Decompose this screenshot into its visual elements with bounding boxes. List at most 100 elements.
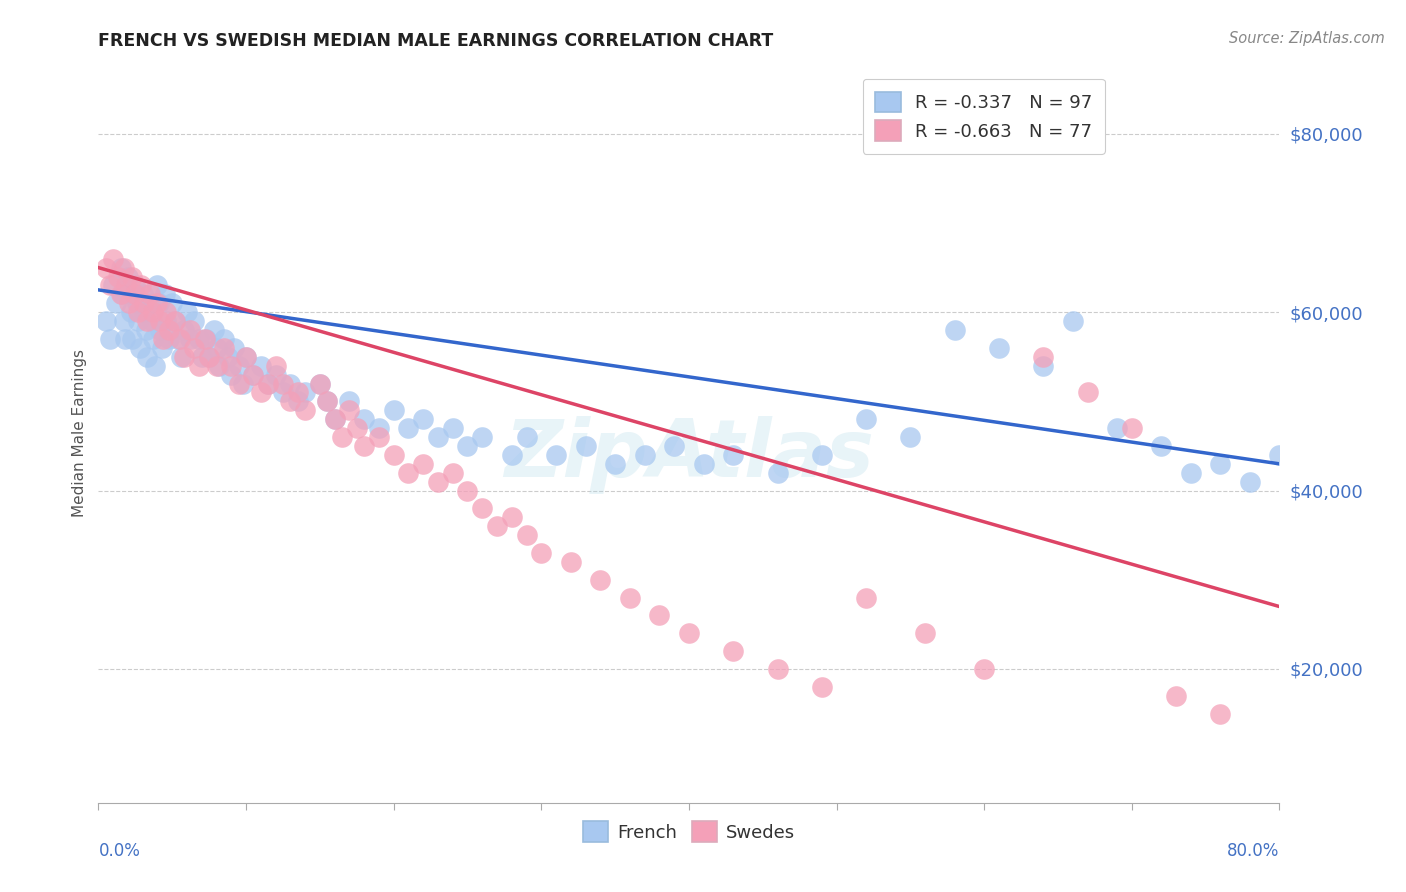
Point bbox=[1062, 314, 1084, 328]
Point bbox=[271, 385, 294, 400]
Point bbox=[103, 252, 125, 266]
Point bbox=[1209, 706, 1232, 721]
Point bbox=[98, 278, 121, 293]
Point bbox=[191, 350, 214, 364]
Point bbox=[169, 332, 191, 346]
Point bbox=[1209, 457, 1232, 471]
Point bbox=[353, 439, 375, 453]
Point bbox=[134, 305, 156, 319]
Point bbox=[142, 332, 165, 346]
Point bbox=[257, 376, 280, 391]
Point bbox=[271, 376, 294, 391]
Point bbox=[1268, 448, 1291, 462]
Point bbox=[157, 332, 180, 346]
Point bbox=[165, 314, 187, 328]
Point bbox=[179, 332, 201, 346]
Point bbox=[165, 314, 187, 328]
Point bbox=[112, 260, 135, 275]
Point bbox=[142, 305, 165, 319]
Point bbox=[167, 332, 190, 346]
Point bbox=[195, 332, 218, 346]
Point bbox=[194, 332, 217, 346]
Point bbox=[1077, 385, 1099, 400]
Point bbox=[619, 591, 641, 605]
Point bbox=[501, 510, 523, 524]
Point bbox=[162, 296, 183, 310]
Point bbox=[316, 394, 339, 409]
Point bbox=[382, 448, 405, 462]
Point bbox=[121, 269, 143, 284]
Point bbox=[471, 501, 494, 516]
Point bbox=[287, 385, 309, 400]
Point bbox=[132, 287, 155, 301]
Point bbox=[257, 376, 280, 391]
Point bbox=[309, 376, 332, 391]
Point bbox=[135, 323, 157, 337]
Point bbox=[382, 403, 405, 417]
Point bbox=[112, 314, 135, 328]
Point bbox=[221, 359, 243, 373]
Point bbox=[176, 305, 198, 319]
Point bbox=[155, 305, 177, 319]
Point bbox=[235, 350, 257, 364]
Point bbox=[149, 323, 172, 337]
Point bbox=[173, 323, 195, 337]
Point bbox=[634, 448, 657, 462]
Text: 0.0%: 0.0% bbox=[98, 842, 141, 860]
Point bbox=[136, 350, 159, 364]
Point bbox=[202, 323, 225, 337]
Point bbox=[183, 314, 205, 328]
Point bbox=[323, 412, 346, 426]
Point bbox=[235, 350, 257, 364]
Point bbox=[648, 608, 671, 623]
Point bbox=[155, 314, 177, 328]
Point bbox=[228, 376, 250, 391]
Point bbox=[187, 359, 209, 373]
Point bbox=[900, 430, 922, 444]
Point bbox=[1032, 350, 1054, 364]
Point bbox=[516, 528, 538, 542]
Point bbox=[398, 421, 420, 435]
Point bbox=[264, 368, 287, 382]
Point bbox=[179, 323, 201, 337]
Point bbox=[1032, 359, 1054, 373]
Point bbox=[427, 475, 450, 489]
Point bbox=[242, 368, 264, 382]
Point bbox=[205, 359, 228, 373]
Point bbox=[121, 332, 143, 346]
Point bbox=[441, 421, 464, 435]
Point bbox=[664, 439, 686, 453]
Point bbox=[264, 359, 287, 373]
Point bbox=[115, 278, 138, 293]
Point bbox=[212, 341, 235, 355]
Point bbox=[152, 332, 174, 346]
Point bbox=[110, 260, 132, 275]
Point bbox=[589, 573, 612, 587]
Point bbox=[103, 278, 125, 293]
Point bbox=[217, 350, 239, 364]
Point bbox=[198, 350, 221, 364]
Point bbox=[208, 359, 231, 373]
Point bbox=[309, 376, 332, 391]
Point bbox=[120, 305, 142, 319]
Point bbox=[1121, 421, 1143, 435]
Point bbox=[1107, 421, 1129, 435]
Point bbox=[127, 305, 149, 319]
Point bbox=[810, 448, 832, 462]
Point bbox=[129, 278, 152, 293]
Point bbox=[250, 385, 273, 400]
Point bbox=[94, 260, 117, 275]
Point bbox=[150, 341, 173, 355]
Text: 80.0%: 80.0% bbox=[1227, 842, 1279, 860]
Point bbox=[339, 394, 361, 409]
Point bbox=[224, 341, 246, 355]
Point bbox=[146, 296, 169, 310]
Point bbox=[427, 430, 450, 444]
Point bbox=[287, 394, 309, 409]
Point bbox=[412, 412, 434, 426]
Y-axis label: Median Male Earnings: Median Male Earnings bbox=[72, 349, 87, 516]
Legend: French, Swedes: French, Swedes bbox=[575, 814, 803, 849]
Point bbox=[471, 430, 494, 444]
Point bbox=[1239, 475, 1261, 489]
Point bbox=[560, 555, 582, 569]
